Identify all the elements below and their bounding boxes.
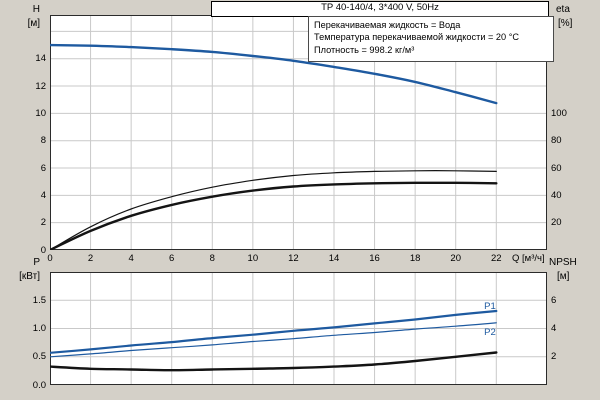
curve-label-p1: P1 xyxy=(484,301,496,313)
head-tick-label: 6 xyxy=(40,162,46,174)
flow-tick-label: 4 xyxy=(128,253,134,264)
info-line-density: Плотность = 998.2 кг/м³ xyxy=(314,44,415,55)
npsh-axis-unit: [м] xyxy=(557,271,570,282)
flow-tick-label: 8 xyxy=(209,253,215,264)
head-tick-label: 0 xyxy=(40,244,46,256)
head-tick-label: 8 xyxy=(40,135,46,147)
head-tick-label: 14 xyxy=(35,53,46,65)
eta-axis-label: eta xyxy=(556,4,570,15)
curve-label-p2: P2 xyxy=(484,327,496,339)
eta-axis-unit: [%] xyxy=(558,18,573,29)
eta-tick-label: 60 xyxy=(551,162,562,174)
pump-title-box: TP 40-140/4, 3*400 V, 50Hz xyxy=(211,1,549,17)
liquid-info-box: Перекачиваемая жидкость = Вода Температу… xyxy=(308,16,554,62)
npsh-tick-label: 4 xyxy=(551,323,557,334)
power-npsh-plot-area xyxy=(50,272,547,385)
info-line-liquid: Перекачиваемая жидкость = Вода xyxy=(314,20,461,30)
flow-tick-label: 0 xyxy=(47,253,53,264)
flow-tick-label: 16 xyxy=(369,253,380,264)
eta-tick-label: 80 xyxy=(551,135,562,147)
curve-h xyxy=(50,43,498,105)
flow-tick-label: 18 xyxy=(409,253,421,264)
power-tick-label: 0.5 xyxy=(32,351,46,363)
eta-tick-label: 20 xyxy=(551,217,562,229)
head-tick-label: 10 xyxy=(35,107,46,119)
plot-frame xyxy=(50,272,547,385)
power-axis-label: P xyxy=(33,257,40,268)
curve-npsh xyxy=(50,351,498,372)
head-axis-unit: [м] xyxy=(27,18,40,29)
flow-tick-label: 6 xyxy=(169,253,175,264)
curve-p2 xyxy=(50,322,497,358)
head-axis-label: H xyxy=(32,4,40,15)
curve-eta2 xyxy=(50,181,498,250)
plot-bottom-canvas xyxy=(50,272,547,385)
flow-axis-label: Q [м³/ч] xyxy=(512,253,545,264)
flow-tick-label: 22 xyxy=(490,253,502,264)
head-tick-label: 4 xyxy=(40,189,46,201)
head-tick-label: 2 xyxy=(40,217,46,229)
eta-tick-label: 40 xyxy=(551,189,562,201)
power-tick-label: 1.5 xyxy=(32,294,46,306)
power-axis-unit: [кВт] xyxy=(19,271,40,282)
info-line-temperature: Температура перекачиваемой жидкости = 20… xyxy=(314,32,520,43)
flow-tick-label: 20 xyxy=(450,253,461,264)
flow-tick-label: 10 xyxy=(247,253,259,264)
npsh-axis-label: NPSH xyxy=(549,257,577,268)
eta-tick-label: 100 xyxy=(551,107,567,119)
flow-tick-label: 2 xyxy=(87,253,94,264)
flow-tick-label: 12 xyxy=(288,253,299,264)
curve-p1 xyxy=(50,309,498,354)
npsh-tick-label: 6 xyxy=(551,294,557,306)
curve-eta1 xyxy=(50,170,497,250)
flow-tick-label: 14 xyxy=(328,253,340,264)
power-tick-label: 1.0 xyxy=(32,323,46,334)
npsh-tick-label: 2 xyxy=(551,351,557,363)
head-tick-label: 12 xyxy=(35,80,46,92)
power-tick-label: 0.0 xyxy=(32,379,46,391)
